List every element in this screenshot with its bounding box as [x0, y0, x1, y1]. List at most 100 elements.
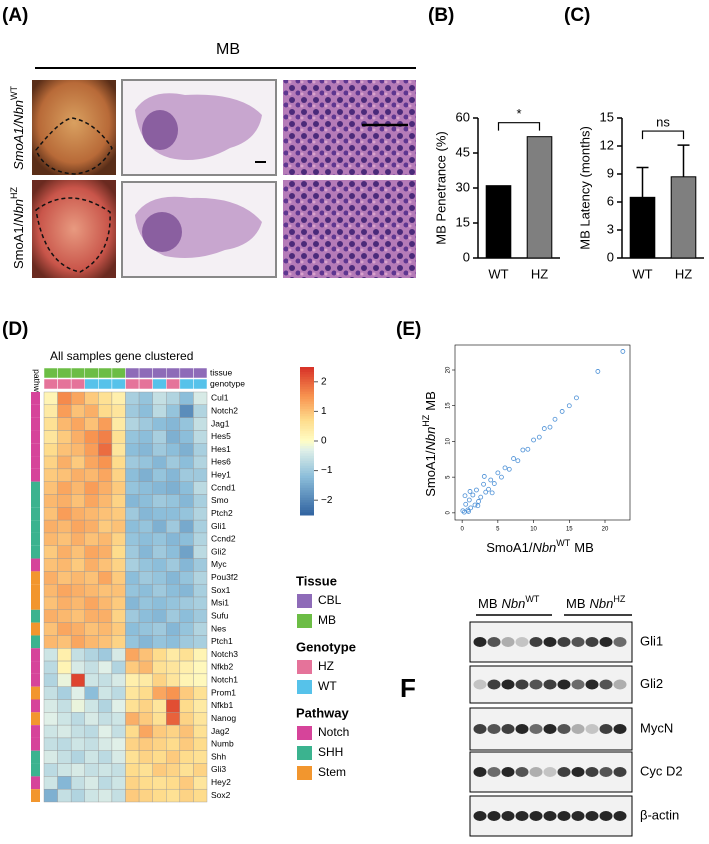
gene-label: Ptch1: [211, 636, 233, 646]
tissue-cell: [138, 367, 153, 379]
gene-label: Smo: [211, 495, 229, 505]
heatmap-cell: [152, 712, 167, 726]
label-part: Nbn: [502, 596, 526, 611]
heatmap-cell: [84, 583, 99, 598]
heatmap-cell: [57, 699, 72, 713]
heatmap-cell: [84, 699, 99, 713]
heatmap-cell: [111, 699, 126, 713]
heatmap-cell: [57, 712, 72, 726]
heatmap-cell: [125, 391, 140, 406]
blot-band: [613, 724, 627, 734]
heatmap-cell: [43, 737, 58, 751]
heatmap-cell: [111, 507, 126, 521]
heatmap-title: All samples gene clustered: [50, 349, 193, 363]
heatmap-cell: [193, 763, 208, 777]
colorbar-segment: [300, 369, 314, 373]
tumor-outline: [35, 197, 111, 273]
gene-label: Shh: [211, 751, 226, 761]
colorbar-segment: [300, 428, 314, 432]
blot-band: [543, 811, 557, 821]
colorbar-segment: [300, 478, 314, 481]
gene-label: Hey1: [211, 470, 231, 480]
heatmap-cell: [125, 673, 140, 687]
heatmap-cell: [70, 494, 85, 508]
heatmap-cell: [70, 571, 85, 585]
heatmap-cell: [179, 776, 194, 790]
heatmap-cell: [98, 686, 113, 700]
heatmap-cell: [111, 750, 126, 764]
heatmap-cell: [84, 532, 99, 546]
heatmap-cell: [193, 571, 208, 585]
pathway-cell: [31, 481, 40, 495]
heatmap-cell: [193, 519, 208, 534]
panel-label: F: [400, 673, 416, 703]
y-tick-label: 30: [456, 179, 470, 194]
pathway-cell: [31, 635, 40, 649]
significance-bracket: [497, 122, 541, 131]
heatmap-cell: [179, 609, 194, 623]
heatmap-cell: [57, 776, 72, 790]
heatmap-cell: [152, 660, 167, 675]
heatmap-cell: [125, 609, 140, 623]
colorbar-segment: [300, 490, 314, 494]
heatmap-cell: [84, 788, 99, 803]
x-tick-label: 5: [496, 527, 500, 533]
heatmap-cell: [179, 545, 194, 559]
label-part: Nbn: [590, 596, 614, 611]
brain-photo: [32, 80, 116, 175]
blot-band: [571, 637, 585, 647]
heatmap-cell: [70, 417, 85, 431]
heatmap-cell: [111, 532, 126, 546]
colorbar-segment: [300, 500, 314, 504]
colorbar-segment: [300, 463, 314, 467]
heatmap-cell: [57, 558, 72, 572]
heatmap-cell: [111, 763, 126, 777]
heatmap-cell: [179, 417, 194, 431]
blot-band: [515, 724, 529, 734]
heatmap-cell: [179, 455, 194, 470]
blot-band: [571, 679, 585, 690]
gene-label: Hey2: [211, 777, 231, 787]
panel-label: (C): [564, 5, 590, 26]
blot-group: MB NbnHZ: [566, 594, 626, 611]
heatmap-cell: [84, 648, 99, 662]
label-part: SmoA1/: [423, 450, 438, 497]
gene-label: Notch3: [211, 649, 238, 659]
label-part: Nbn: [11, 199, 26, 223]
pathway-cell: [31, 532, 40, 546]
blot-band: [613, 679, 627, 690]
colorbar-segment: [300, 426, 314, 430]
gene-label: Hes5: [211, 431, 231, 441]
heatmap-cell: [84, 673, 99, 687]
tissue-cell: [125, 367, 140, 379]
heatmap-cell: [43, 417, 58, 431]
heatmap-cell: [84, 737, 99, 751]
row-label: SmoA1/NbnHZ: [9, 186, 26, 269]
heatmap-cell: [98, 596, 113, 611]
heatmap-cell: [111, 571, 126, 585]
heatmap-cell: [111, 724, 126, 739]
scatter-point: [462, 493, 468, 499]
heatmap-cell: [43, 776, 58, 790]
colorbar-segment: [300, 507, 314, 511]
heatmap-cell: [57, 443, 72, 457]
gene-label: Jag2: [211, 726, 230, 736]
heatmap-cell: [193, 481, 208, 495]
heatmap-cell: [111, 494, 126, 508]
heatmap-cell: [70, 635, 85, 649]
colorbar-segment: [300, 394, 314, 398]
heatmap-cell: [193, 750, 208, 764]
blot-band: [515, 767, 529, 777]
heatmap-cell: [138, 468, 153, 482]
legend-label: WT: [318, 679, 337, 693]
y-axis-label: MB Latency (months): [577, 126, 592, 250]
gene-label: Numb: [211, 739, 234, 749]
heatmap-cell: [193, 776, 208, 790]
heatmap-cell: [98, 481, 113, 495]
heatmap-cell: [166, 481, 181, 495]
tumor-region: [142, 110, 178, 150]
y-tick-label: 0: [607, 249, 614, 264]
colorbar-segment: [300, 408, 314, 412]
scatter-point: [474, 487, 479, 493]
blot-band: [599, 724, 613, 734]
